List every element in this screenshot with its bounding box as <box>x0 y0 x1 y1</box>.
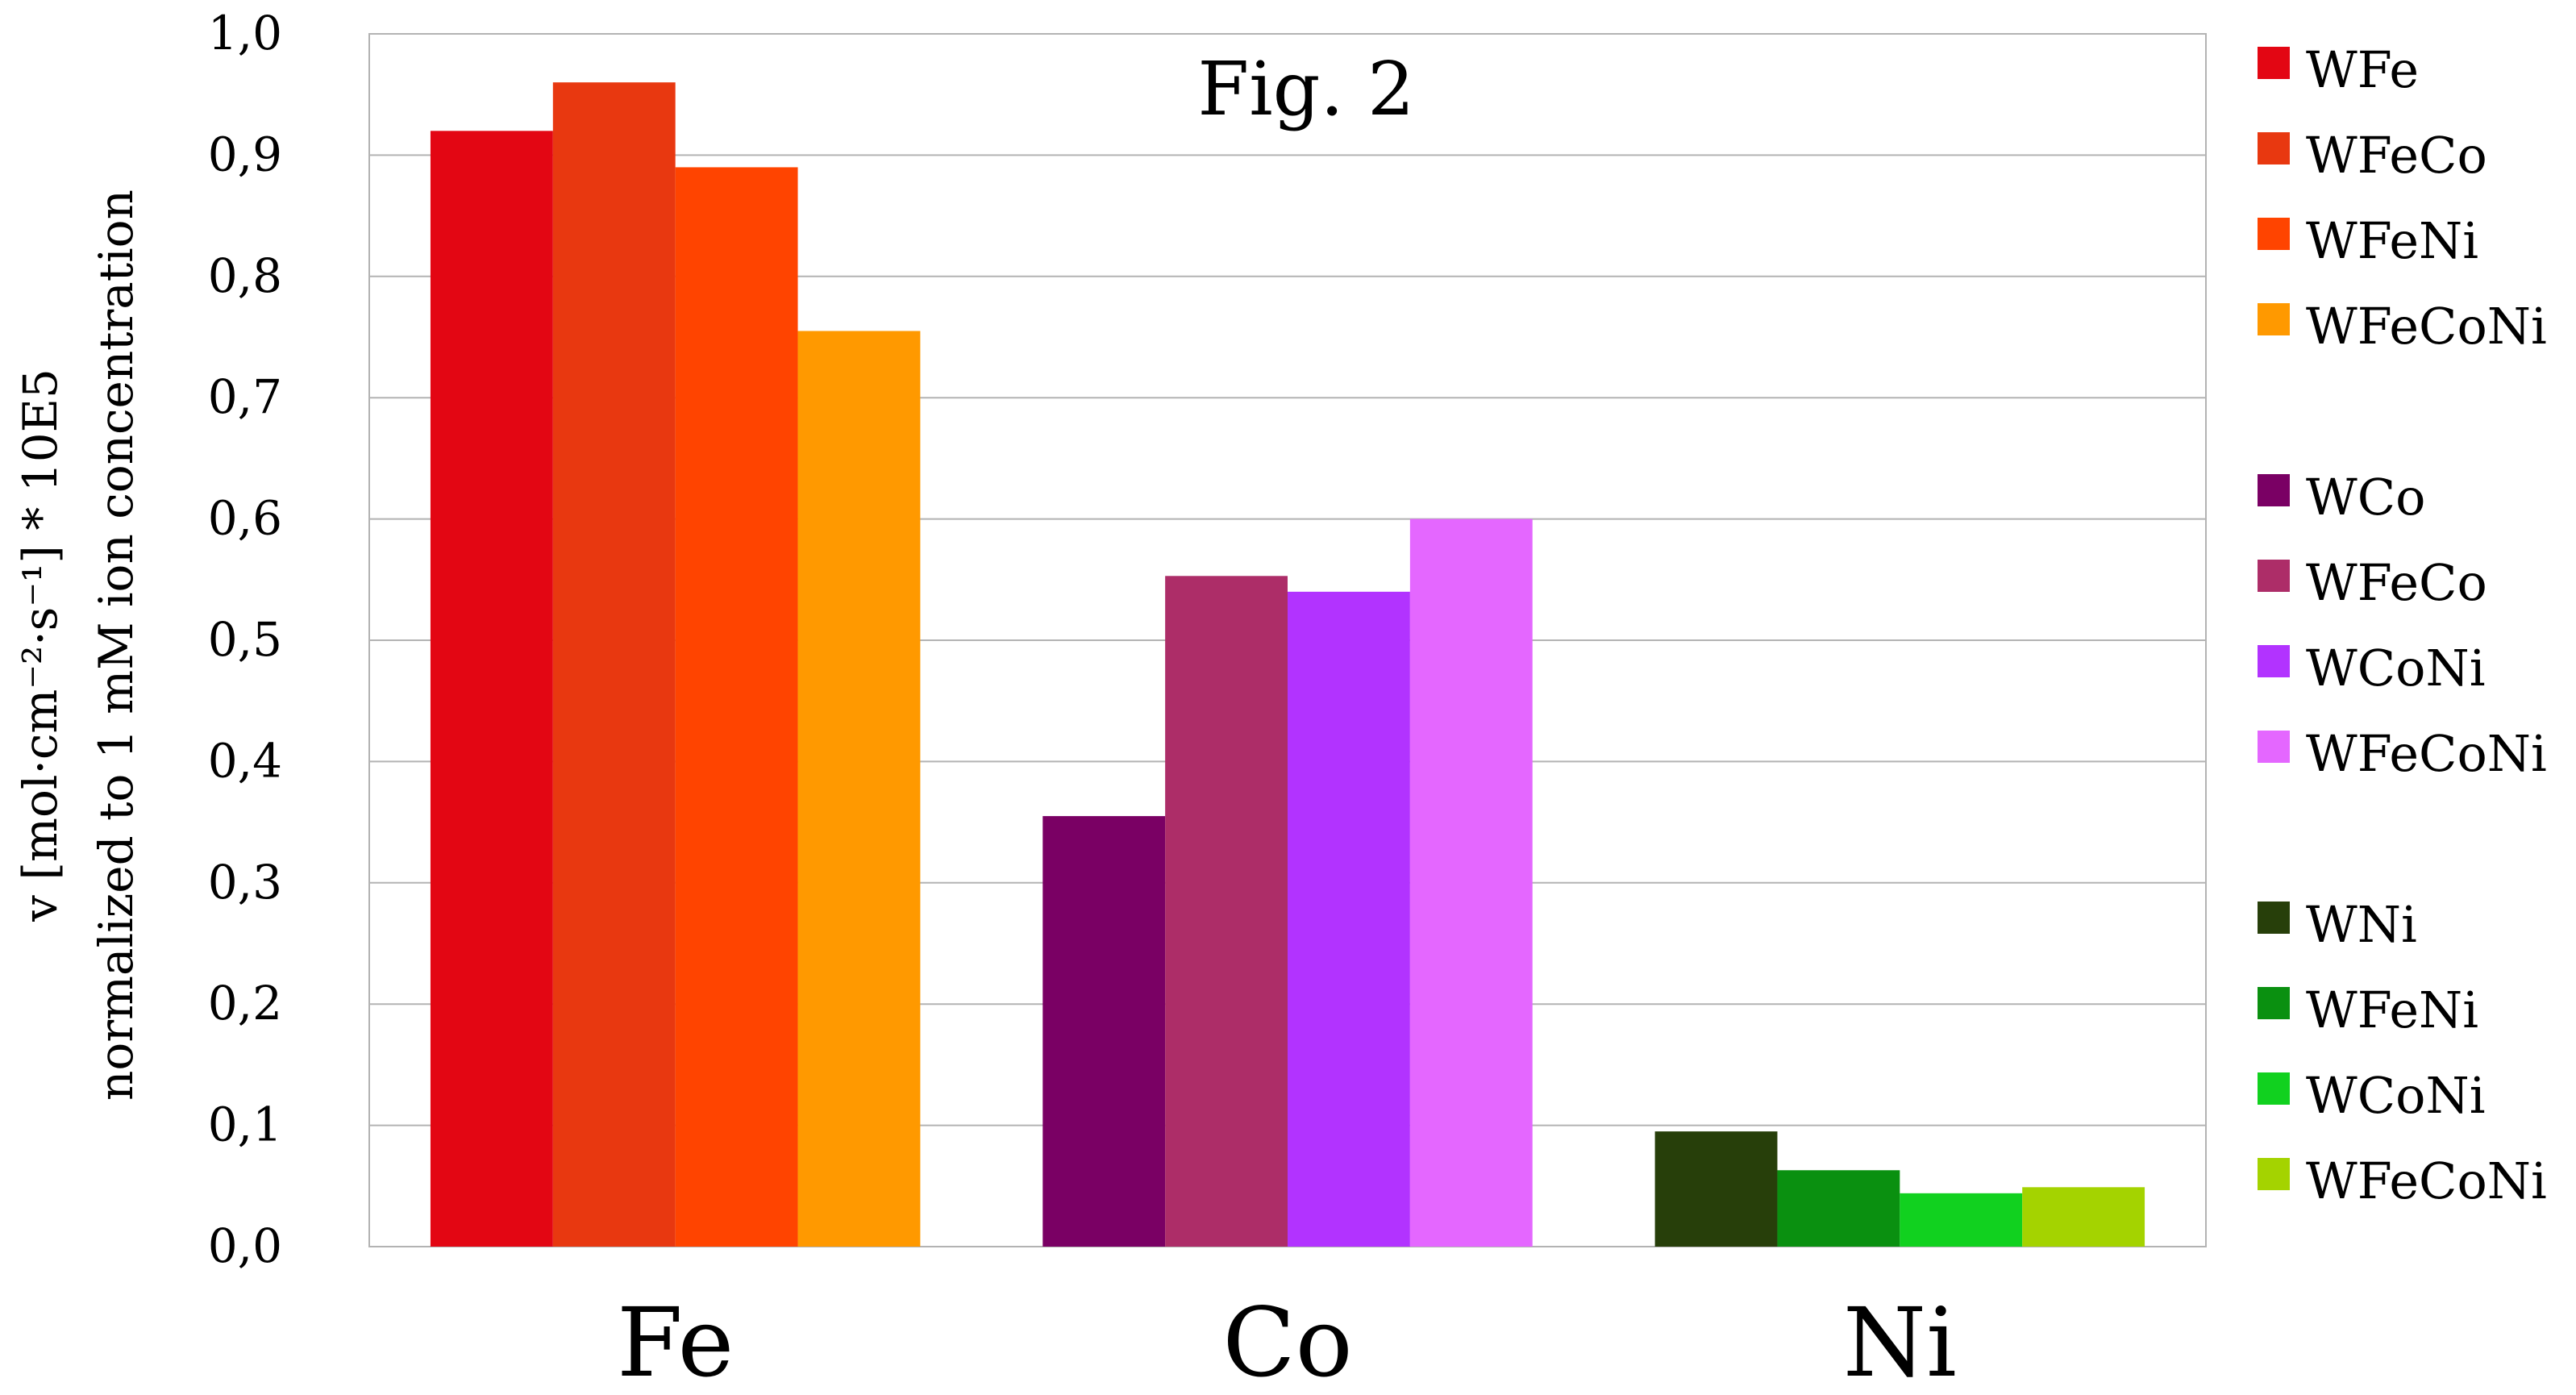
legend-swatch <box>2258 303 2290 335</box>
bar-fe-wfeconi <box>797 331 921 1247</box>
x-category-label: Fe <box>617 1287 734 1395</box>
legend-entry-label: WFeNi <box>2306 211 2478 270</box>
legend-swatch <box>2258 645 2290 677</box>
x-category-label: Ni <box>1843 1287 1957 1395</box>
legend-entry-label: WFeCo <box>2306 553 2487 612</box>
chart-title: Fig. 2 <box>1197 46 1414 132</box>
legend-entry-label: WCoNi <box>2306 639 2486 698</box>
y-tick-label: 0,7 <box>208 369 282 424</box>
legend-entry-label: WFeCoNi <box>2306 1151 2547 1210</box>
y-tick-label: 0,5 <box>208 612 282 667</box>
legend-swatch <box>2258 902 2290 934</box>
legend-swatch <box>2258 218 2290 250</box>
y-axis-tick-labels: 0,0 0,1 0,2 0,3 0,4 0,5 0,6 0,7 0,8 0,9 1,0 <box>208 6 282 1273</box>
bar-ni-wconi <box>1900 1193 2023 1247</box>
y-axis-label-line-1: v [mol·cm⁻²·s⁻¹] * 10E5 <box>13 369 68 922</box>
legend-entry-label: WFeCoNi <box>2306 297 2547 356</box>
y-tick-label: 0,6 <box>208 491 282 546</box>
x-axis-category-labels: Fe Co Ni <box>617 1287 1957 1395</box>
y-tick-label: 0,4 <box>208 733 282 788</box>
legend-swatch <box>2258 560 2290 592</box>
y-tick-label: 0,9 <box>208 127 282 181</box>
legend: WFe WFeCo WFeNi WFeCoNi WCo WFeCo WCoNi WFeCoNi… <box>2258 40 2547 1210</box>
bar-fe-wfeco <box>552 82 676 1247</box>
legend-swatch <box>2258 1158 2290 1190</box>
legend-entry-label: WCo <box>2306 468 2426 527</box>
y-tick-label: 0,0 <box>208 1218 282 1273</box>
bar-ni-wfeni <box>1777 1170 1900 1247</box>
bar-co-wconi <box>1288 591 1410 1247</box>
legend-swatch <box>2258 731 2290 763</box>
bar-fe-wfeni <box>675 167 798 1247</box>
bar-co-wfeco <box>1165 576 1288 1247</box>
legend-swatch <box>2258 474 2290 506</box>
legend-entry-label: WFeCoNi <box>2306 724 2547 783</box>
y-tick-label: 0,3 <box>208 855 282 910</box>
bar-fe-wfe <box>430 131 553 1247</box>
legend-swatch <box>2258 1072 2290 1105</box>
y-tick-label: 0,1 <box>208 1097 282 1152</box>
legend-swatch <box>2258 987 2290 1019</box>
legend-entry-label: WFeNi <box>2306 981 2478 1039</box>
y-tick-label: 0,2 <box>208 976 282 1031</box>
bar-co-wfeconi <box>1409 518 1533 1247</box>
legend-swatch <box>2258 47 2290 79</box>
y-axis-label: v [mol·cm⁻²·s⁻¹] * 10E5 normalized to 1 … <box>13 189 144 1101</box>
x-category-label: Co <box>1222 1287 1352 1395</box>
y-tick-label: 1,0 <box>208 6 282 60</box>
bars <box>430 82 2145 1247</box>
bar-ni-wfeconi <box>2022 1187 2145 1247</box>
y-axis-label-line-2: normalized to 1 mM ion concentration <box>89 189 144 1101</box>
bar-ni-wni <box>1654 1131 1778 1247</box>
bar-co-wco <box>1042 816 1166 1247</box>
legend-entry-label: WNi <box>2306 895 2417 954</box>
legend-entry-label: WFe <box>2306 40 2419 99</box>
y-tick-label: 0,8 <box>208 248 282 303</box>
legend-swatch <box>2258 132 2290 164</box>
legend-entry-label: WFeCo <box>2306 126 2487 185</box>
legend-entry-label: WCoNi <box>2306 1066 2486 1125</box>
